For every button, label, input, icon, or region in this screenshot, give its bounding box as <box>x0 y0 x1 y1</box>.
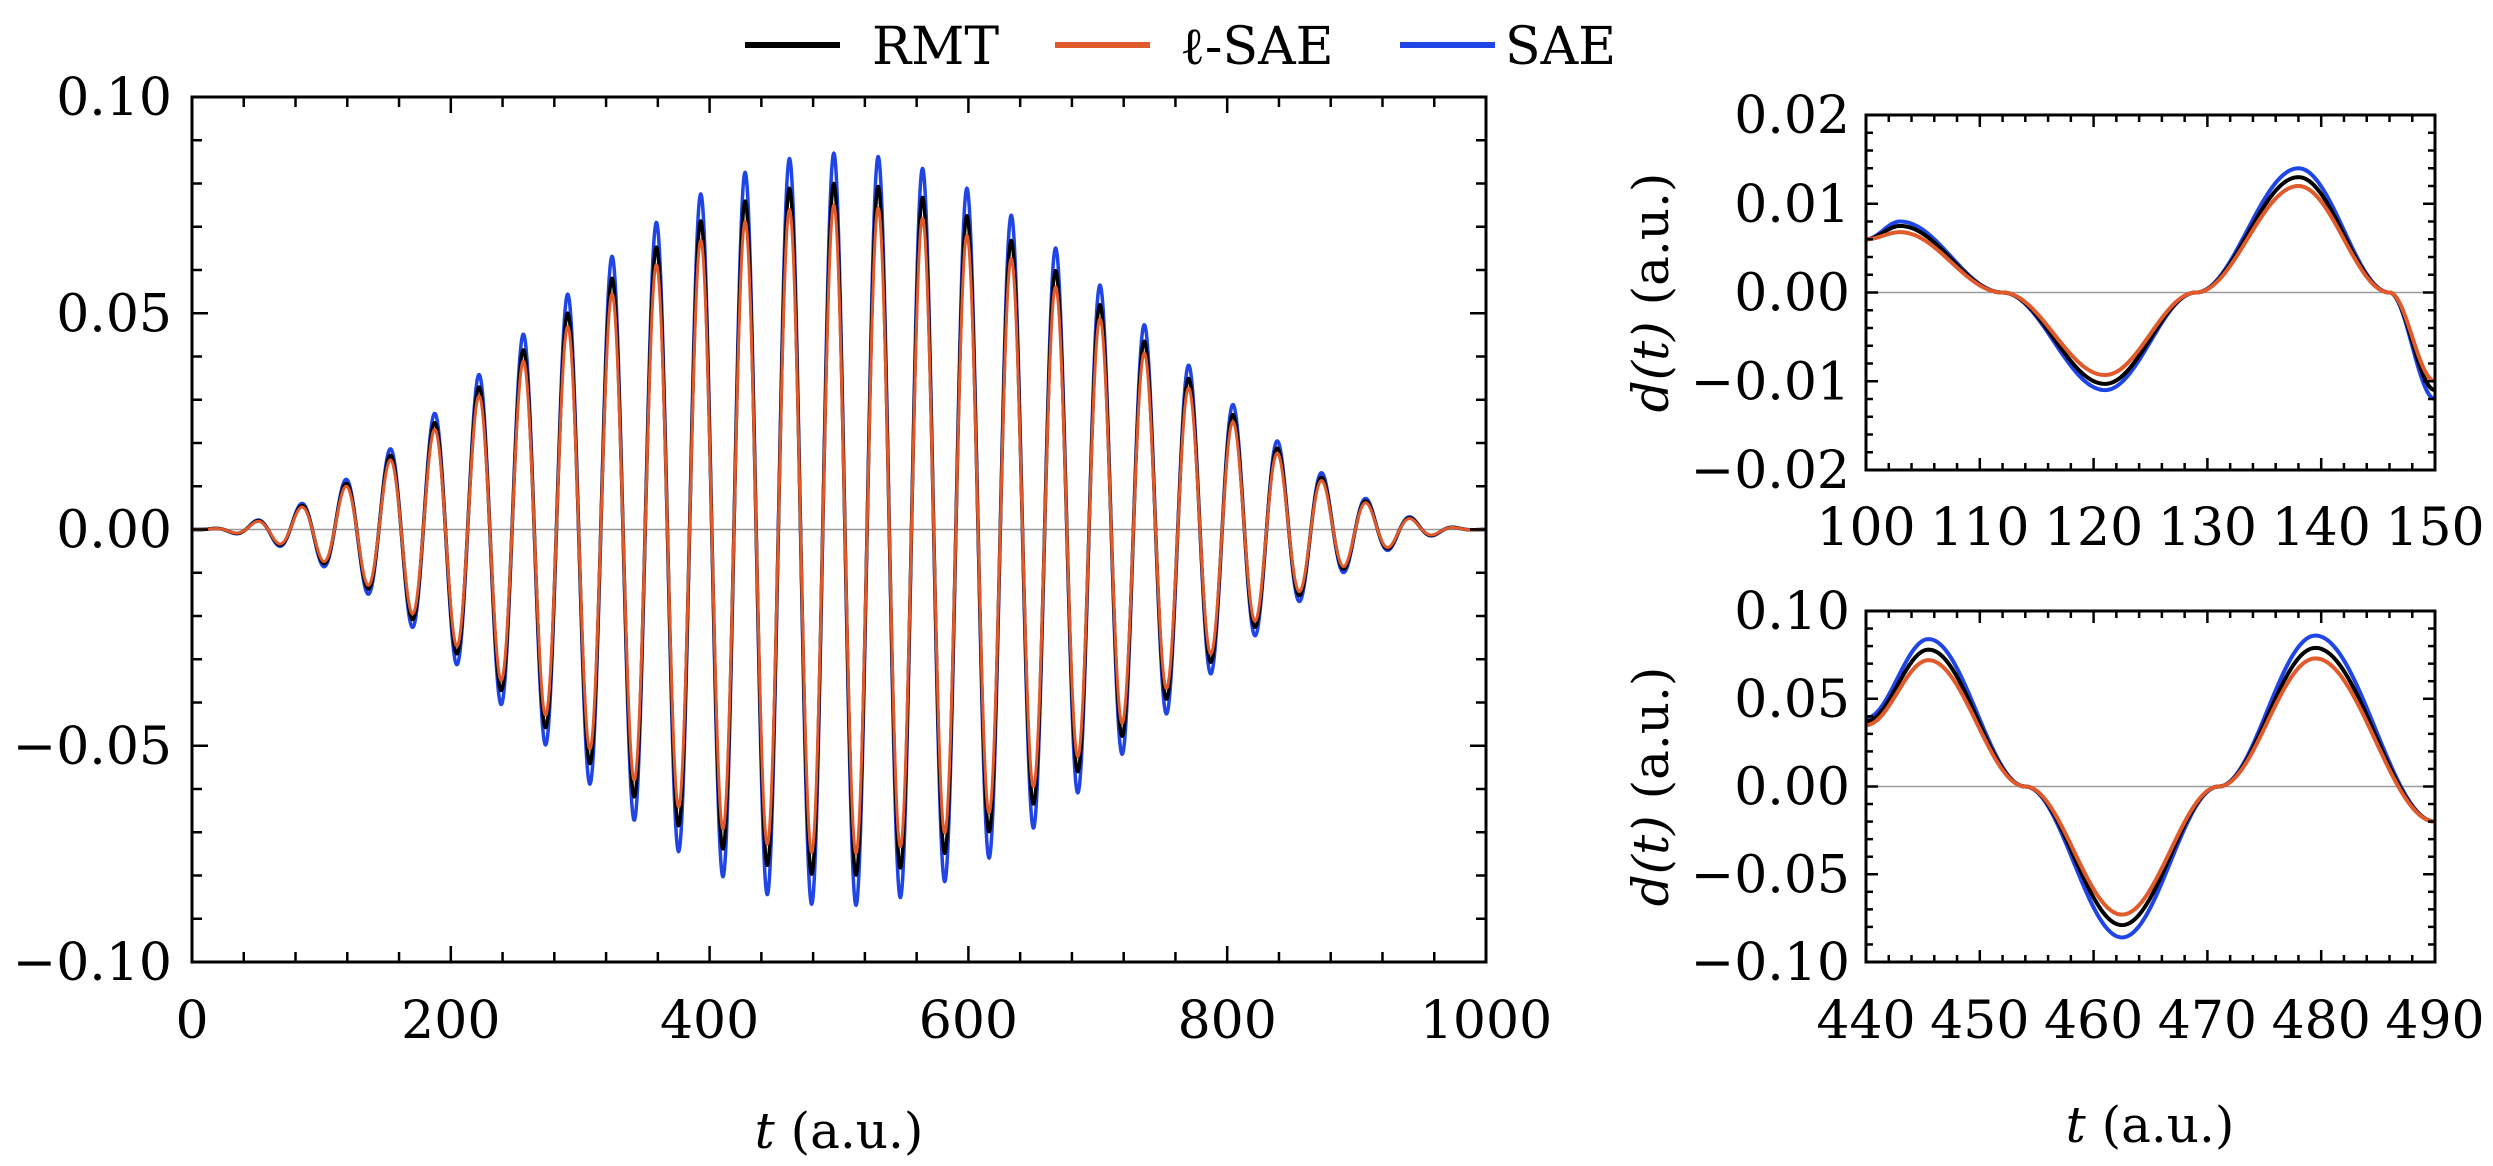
series-group <box>192 151 1486 908</box>
y-tick-label: 0.00 <box>1734 758 1850 818</box>
y-tick-label: −0.05 <box>1691 845 1850 905</box>
x-tick-label: 200 <box>401 991 500 1051</box>
y-tick-label: −0.05 <box>13 717 172 777</box>
x-tick-label: 400 <box>660 991 759 1051</box>
y-tick-label: 0.00 <box>1734 264 1850 324</box>
zoom-chart-top-panel: 100 110 120 130 140 150 −0.02 −0.01 0.00 0.01 0.02… <box>1622 86 2485 558</box>
x-tick-label: 120 <box>2044 498 2143 558</box>
x-axis-label: t (a.u.) <box>755 1102 924 1160</box>
y-tick-label: 0.10 <box>1734 582 1850 642</box>
y-tick-label: 0.01 <box>1734 175 1850 235</box>
x-axis-label: t (a.u.) <box>2066 1096 2235 1154</box>
legend-label-2: SAE <box>1505 17 1616 77</box>
y-tick-label: 0.00 <box>56 501 172 561</box>
x-tick-label: 100 <box>1816 498 1915 558</box>
y-tick-label: 0.02 <box>1734 86 1850 146</box>
x-tick-label: 150 <box>2385 498 2484 558</box>
y-tick-label: −0.02 <box>1691 441 1850 501</box>
x-tick-label: 460 <box>2044 991 2143 1051</box>
y-tick-label: 0.05 <box>56 284 172 344</box>
y-axis-label: d(t) (a.u.) <box>1622 667 1680 907</box>
x-tick-label: 470 <box>2158 991 2257 1051</box>
y-axis-label: d(t) (a.u.) <box>1622 173 1680 413</box>
x-tick-label: 1000 <box>1420 991 1552 1051</box>
legend-label-1: ℓ-SAE <box>1180 17 1334 77</box>
series-line-sae <box>1866 656 2435 917</box>
y-tick-label: −0.01 <box>1691 352 1850 412</box>
legend-label-0: RMT <box>872 17 999 77</box>
x-tick-label: 600 <box>919 991 1018 1051</box>
x-tick-label: 800 <box>1178 991 1277 1051</box>
y-tick-label: −0.10 <box>13 933 172 993</box>
series-line-sae <box>1866 633 2435 940</box>
x-tick-label: 490 <box>2385 991 2484 1051</box>
x-tick-label: 110 <box>1930 498 2029 558</box>
x-tick-label: 450 <box>1930 991 2029 1051</box>
legend: RMT ℓ-SAE SAE <box>745 17 1616 77</box>
series-line-rmt <box>1866 645 2435 928</box>
series-line-sae <box>1866 183 2435 384</box>
y-tick-label: −0.10 <box>1691 933 1850 993</box>
x-tick-label: 0 <box>175 991 208 1051</box>
series-line-sae <box>1866 166 2435 401</box>
x-tick-label: 140 <box>2272 498 2371 558</box>
y-tick-label: 0.05 <box>1734 670 1850 730</box>
x-tick-label: 130 <box>2158 498 2257 558</box>
y-tick-label: 0.10 <box>56 68 172 128</box>
main-chart-panel: 0 200 400 600 800 1000 −0.10 −0.05 0.00 0.05 0.10 t… <box>13 68 1553 1160</box>
zoom-chart-bottom-panel: 440 450 460 470 480 490 −0.10 −0.05 0.00 0.05 0.10… <box>1622 582 2485 1154</box>
x-tick-label: 480 <box>2272 991 2371 1051</box>
x-tick-label: 440 <box>1816 991 1915 1051</box>
series-line-rmt <box>1866 175 2435 393</box>
series-group <box>1866 166 2435 401</box>
series-line-sae <box>192 203 1486 856</box>
series-group <box>1866 633 2435 940</box>
